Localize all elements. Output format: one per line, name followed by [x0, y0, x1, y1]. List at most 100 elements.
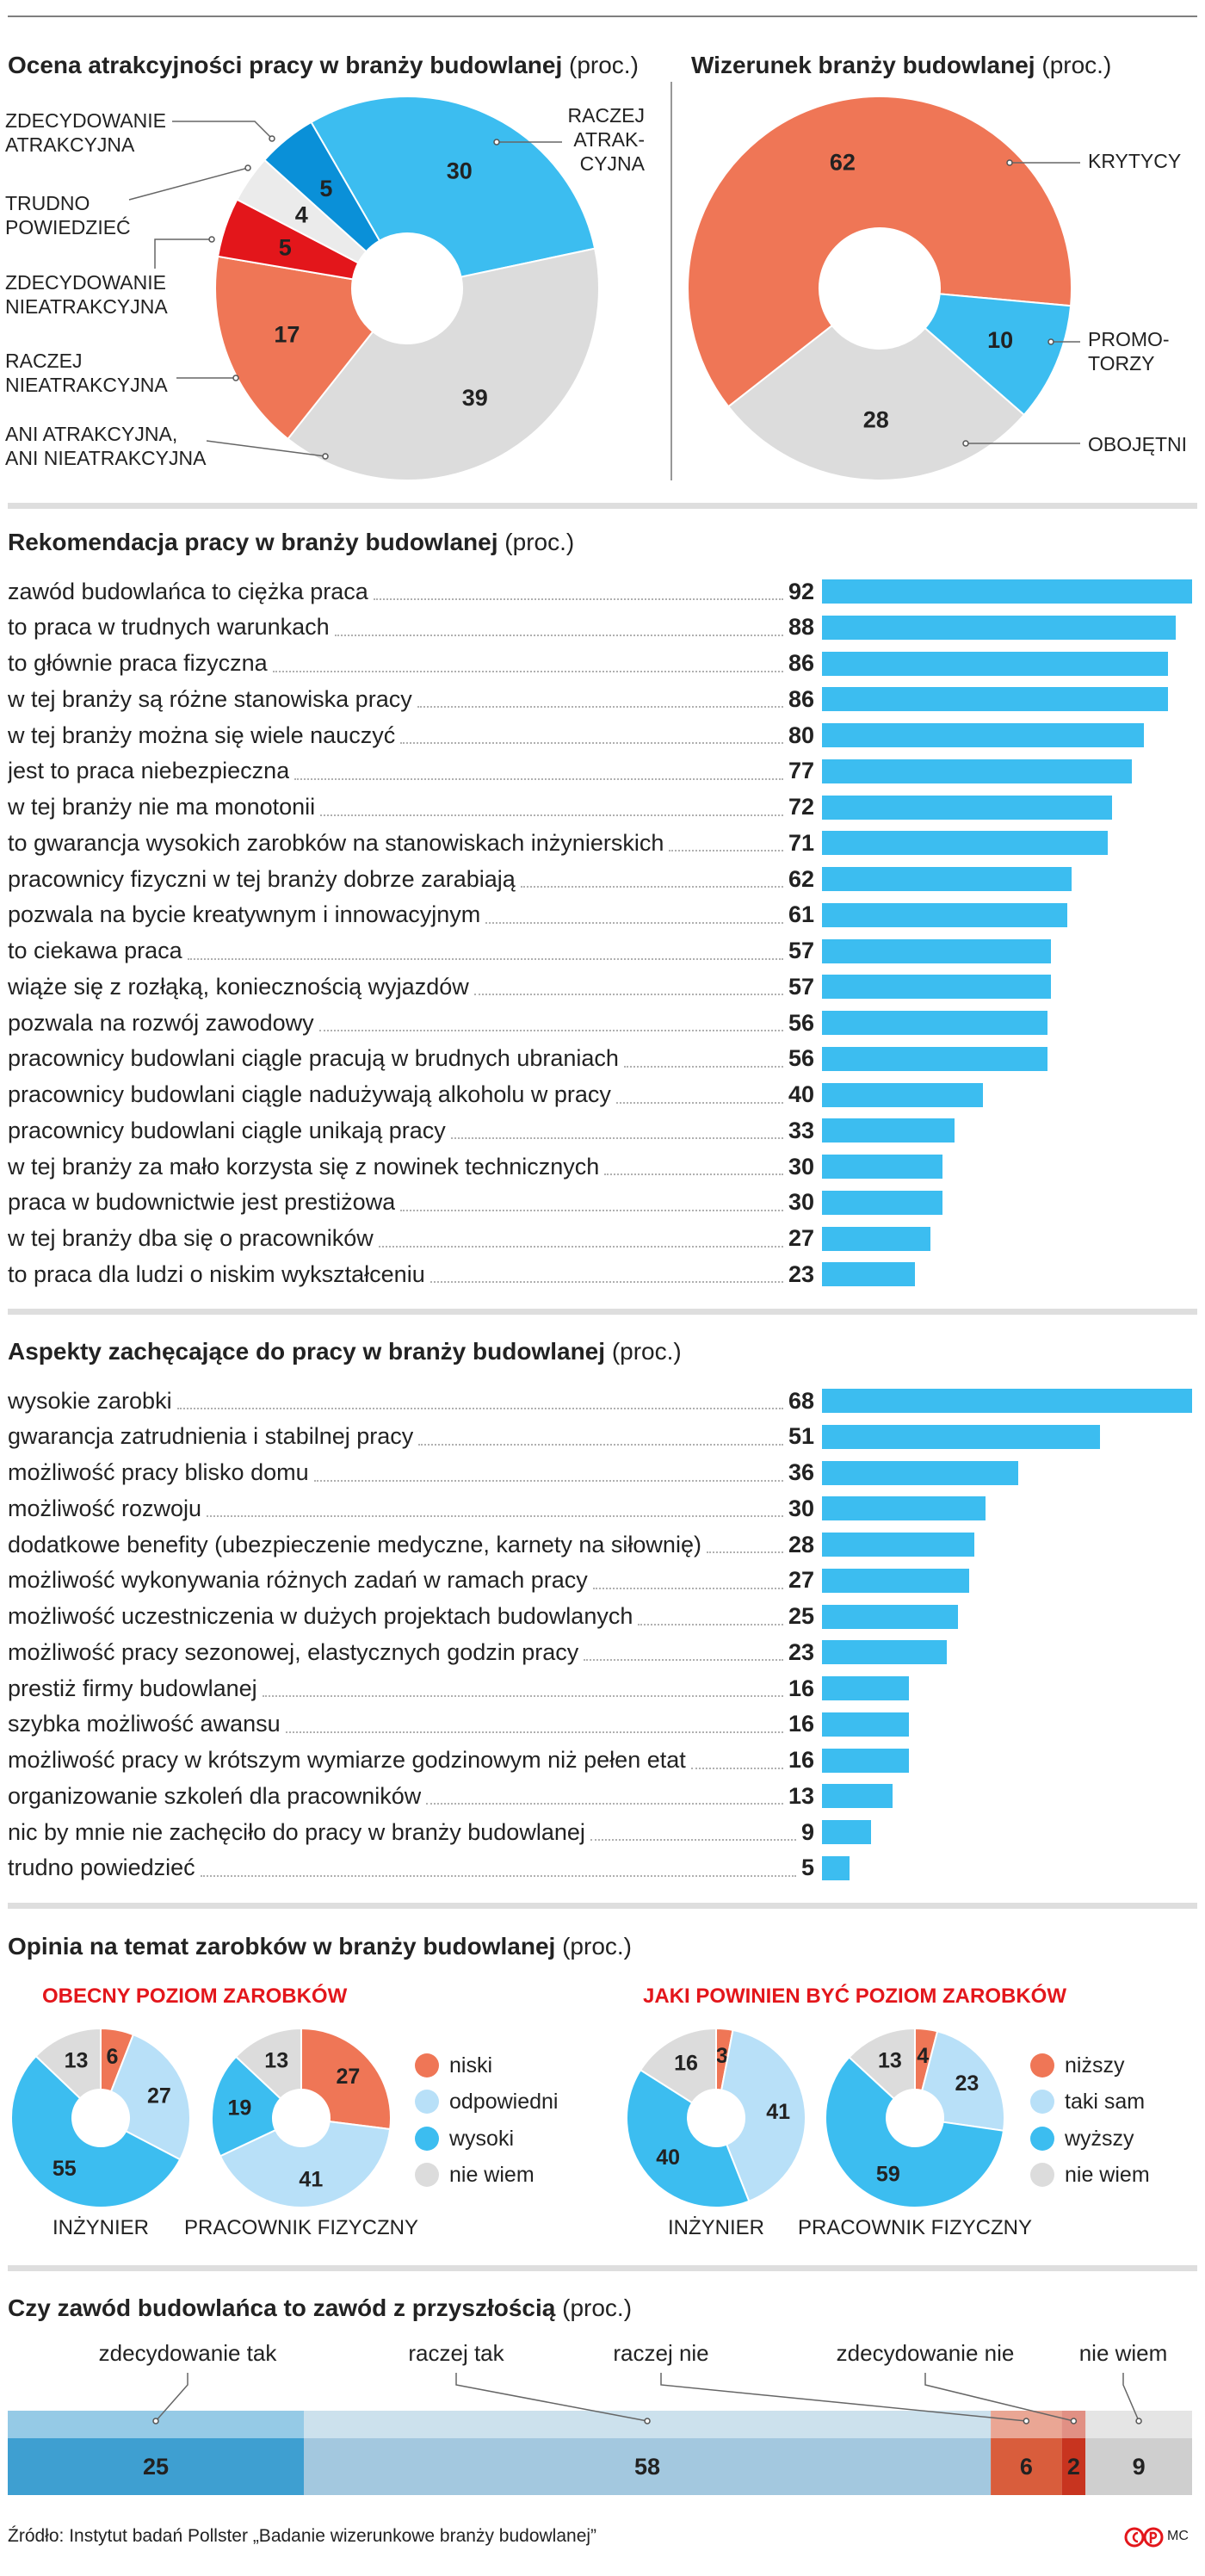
- category-label: praca w budownictwie jest prestiżowa: [8, 1189, 396, 1216]
- bar: [822, 1568, 969, 1593]
- bar: [822, 902, 1068, 927]
- dotted-leader: [590, 1839, 796, 1841]
- dotted-leader: [623, 1065, 783, 1068]
- legend-label: wysoki: [449, 2127, 515, 2151]
- category-label: pracownicy budowlani ciągle nadużywają a…: [8, 1081, 611, 1107]
- slice: [287, 247, 600, 481]
- value-label: 23: [788, 1260, 814, 1287]
- bar: [822, 615, 1177, 640]
- value-label: 56: [788, 1045, 814, 1072]
- bar-row: możliwość rozwoju 30: [8, 1491, 814, 1526]
- leader-dot: [962, 440, 969, 447]
- category-label: w tej branży są różne stanowiska pracy: [8, 685, 412, 712]
- value-label: 92: [788, 578, 814, 604]
- title-text: Ocena atrakcyjności pracy w branży budow…: [8, 52, 563, 78]
- source: Źródło: Instytut badań Pollster „Badanie…: [8, 2526, 597, 2546]
- title-unit: (proc.): [504, 529, 575, 555]
- bar: [822, 1118, 955, 1143]
- bar-row: pozwala na rozwój zawodowy 56: [8, 1006, 814, 1040]
- category-label: RACZEJ NIEATRAKCYJNA: [5, 350, 168, 396]
- bar-row: możliwość pracy w krótszym wymiarze godz…: [8, 1743, 814, 1778]
- value-label: 13: [788, 1782, 814, 1809]
- leader-line: [154, 238, 212, 269]
- dotted-leader: [584, 1659, 783, 1662]
- bar: [822, 1190, 943, 1215]
- dotted-leader: [318, 1030, 783, 1031]
- value-label: 28: [863, 406, 889, 432]
- section-divider: [8, 1903, 1197, 1909]
- legend-label: taki sam: [1065, 2090, 1146, 2114]
- dotted-leader: [418, 1443, 783, 1446]
- dotted-leader: [417, 706, 783, 709]
- value-label: 57: [788, 973, 814, 1000]
- leader-dot: [269, 135, 275, 142]
- legend-label: wyższy: [1065, 2127, 1134, 2151]
- value-label: 16: [788, 1675, 814, 1701]
- category-label: w tej branży nie ma monotonii: [8, 794, 316, 820]
- bar: [822, 1226, 931, 1251]
- bar-row: pozwala na bycie kreatywnym i innowacyjn…: [8, 898, 814, 932]
- slice: [687, 96, 1072, 408]
- bar: [822, 1855, 850, 1880]
- dotted-leader: [429, 1281, 783, 1284]
- category-label: to praca w trudnych warunkach: [8, 614, 330, 641]
- slice: [720, 2028, 806, 2202]
- title-text: Opinia na temat zarobków w branży budowl…: [8, 1933, 556, 1960]
- pie-name: PRACOWNIK FIZYCZNY: [183, 2216, 419, 2239]
- leader-dot: [1023, 2418, 1030, 2424]
- category-label: możliwość pracy w krótszym wymiarze godz…: [8, 1747, 686, 1773]
- segment: [8, 2438, 304, 2495]
- bar: [822, 687, 1168, 712]
- value-label: 27: [788, 1567, 814, 1594]
- value-label: 13: [65, 2048, 89, 2072]
- value-label: 27: [336, 2065, 360, 2089]
- slice: [300, 2027, 392, 2131]
- leader-line: [924, 2373, 1074, 2422]
- value-label: 16: [788, 1711, 814, 1737]
- category-label: to głównie praca fizyczna: [8, 650, 268, 676]
- bar-row: w tej branży nie ma monotonii 72: [8, 790, 814, 825]
- category-label: OBOJĘTNI: [1088, 433, 1188, 455]
- bar: [822, 1424, 1100, 1449]
- slice: [214, 255, 374, 441]
- value-label: 4: [917, 2044, 929, 2068]
- bar-row: praca w budownictwie jest prestiżowa 30: [8, 1186, 814, 1220]
- dotted-leader: [485, 921, 783, 924]
- bar: [822, 1389, 1192, 1413]
- category-label: możliwość pracy blisko domu: [8, 1459, 309, 1485]
- leader-dot: [644, 2418, 651, 2424]
- leader-line: [455, 2373, 648, 2422]
- category-label: raczej tak: [408, 2340, 504, 2366]
- bar-row: w tej branży dba się o pracowników 27: [8, 1222, 814, 1256]
- value-label: 13: [878, 2049, 902, 2073]
- category-label: możliwość rozwoju: [8, 1495, 202, 1521]
- bar-row: możliwość pracy sezonowej, elastycznych …: [8, 1635, 814, 1669]
- bar-row: to praca dla ludzi o niskim wykształceni…: [8, 1257, 814, 1291]
- category-label: zdecydowanie tak: [98, 2340, 277, 2366]
- dotted-leader: [176, 1408, 783, 1409]
- value-label: 6: [1020, 2454, 1033, 2480]
- leader-dot: [1070, 2418, 1078, 2424]
- category-label: zdecydowanie nie: [836, 2340, 1015, 2366]
- pie-name: INŻYNIER: [52, 2216, 150, 2239]
- bar: [822, 1496, 986, 1521]
- value-label: 56: [788, 1009, 814, 1036]
- bar-row: w tej branży za mało korzysta się z nowi…: [8, 1149, 814, 1184]
- bar: [822, 831, 1108, 856]
- pie-name: INŻYNIER: [667, 2216, 765, 2239]
- bar: [822, 938, 1052, 963]
- slice: [34, 2027, 102, 2100]
- value-label: 58: [634, 2454, 660, 2480]
- value-label: 88: [788, 614, 814, 641]
- legend-swatch: [415, 2053, 439, 2078]
- dotted-leader: [378, 1245, 783, 1248]
- value-label: 39: [462, 385, 488, 411]
- dotted-leader: [320, 814, 783, 816]
- value-label: 80: [788, 721, 814, 748]
- dotted-leader: [669, 850, 783, 852]
- bar-row: to ciekawa praca 57: [8, 934, 814, 969]
- bar: [822, 1155, 943, 1179]
- legend-swatch: [1030, 2090, 1054, 2114]
- bar-row: to gwarancja wysokich zarobków na stanow…: [8, 826, 814, 860]
